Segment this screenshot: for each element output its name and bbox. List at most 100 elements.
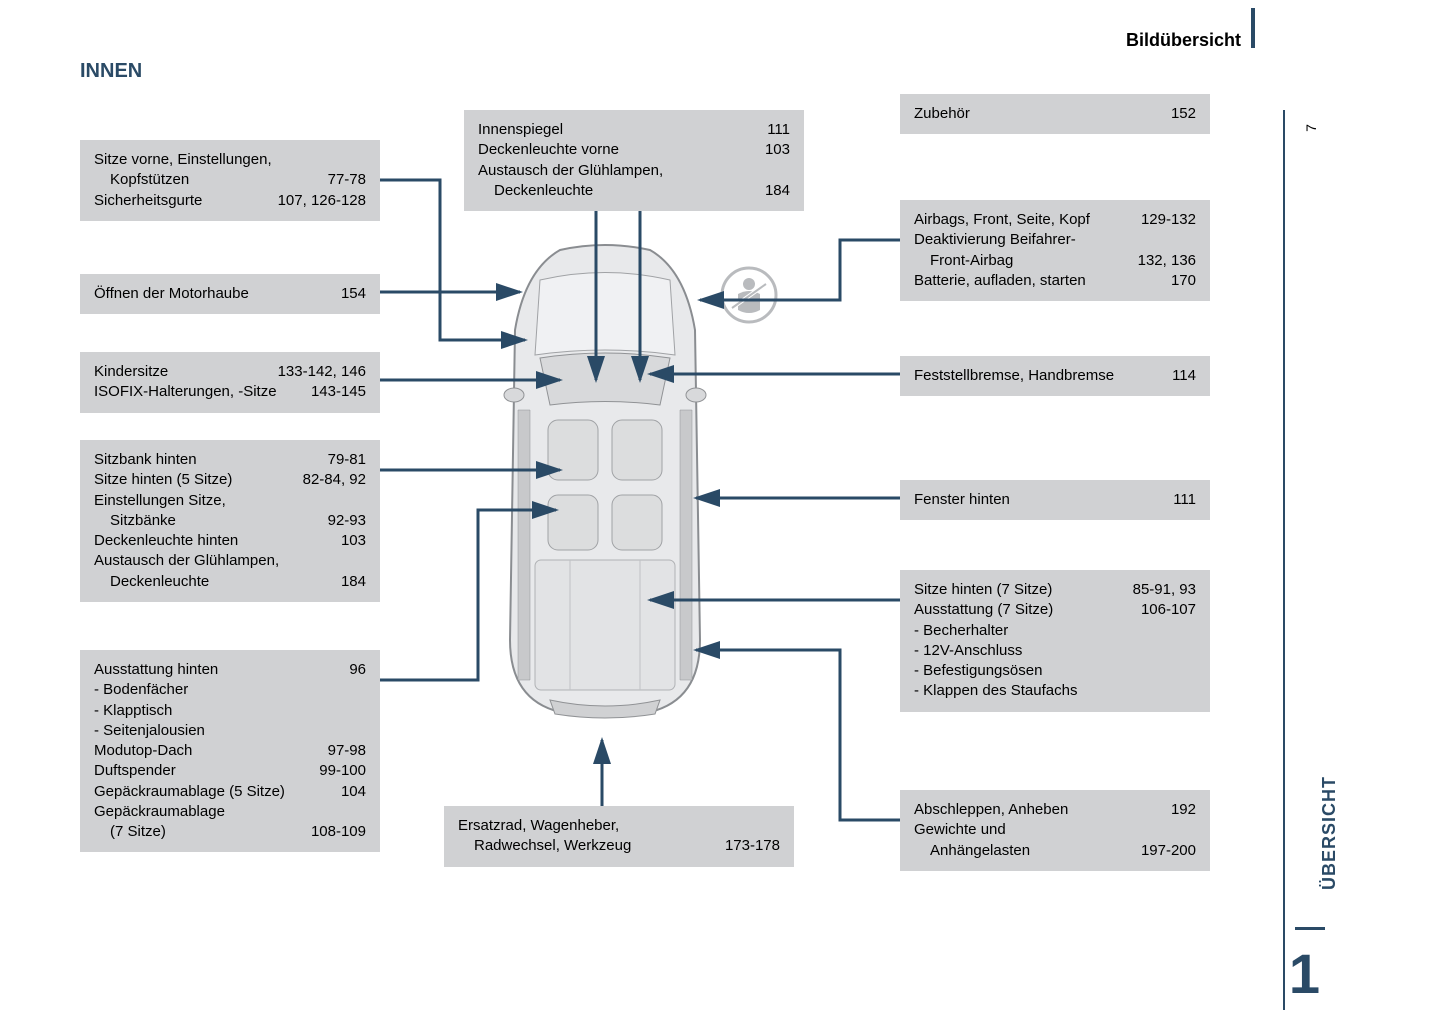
callout-pages: 143-145 xyxy=(299,382,366,402)
callout-label: - Klapptisch xyxy=(94,701,366,721)
callout-label: - Befestigungsösen xyxy=(914,661,1196,681)
callout-row: Deckenleuchte hinten103 xyxy=(94,531,366,551)
callout-row: Ausstattung hinten96 xyxy=(94,660,366,680)
callout-row: Sitzbank hinten79-81 xyxy=(94,450,366,470)
callout-label: Ausstattung hinten xyxy=(94,660,337,680)
callout-row: Deaktivierung Beifahrer- xyxy=(914,230,1196,250)
callout-label: Kindersitze xyxy=(94,362,266,382)
callout-pages: 152 xyxy=(1159,104,1196,124)
callout-row: Sitze hinten (5 Sitze)82-84, 92 xyxy=(94,470,366,490)
callout-row: Gepäckraumablage (5 Sitze)104 xyxy=(94,782,366,802)
callout-pages: 97-98 xyxy=(316,741,366,761)
callout-row: Radwechsel, Werkzeug173-178 xyxy=(458,836,780,856)
callout-pages: 170 xyxy=(1159,271,1196,291)
callout-row: Gepäckraumablage xyxy=(94,802,366,822)
callout-label: Fenster hinten xyxy=(914,490,1161,510)
callout-label: Sitzbänke xyxy=(94,511,316,531)
callout-row: Austausch der Glühlampen, xyxy=(94,551,366,571)
callout-pages: 132, 136 xyxy=(1126,251,1196,271)
callout-box-left5: Ausstattung hinten96- Bodenfächer- Klapp… xyxy=(80,650,380,852)
callout-row: Zubehör152 xyxy=(914,104,1196,124)
callout-label: - Bodenfächer xyxy=(94,680,366,700)
callout-box-left4: Sitzbank hinten79-81Sitze hinten (5 Sitz… xyxy=(80,440,380,602)
callout-pages: 103 xyxy=(753,140,790,160)
callout-pages: 111 xyxy=(755,120,790,140)
section-divider xyxy=(1295,927,1325,930)
callout-pages: 92-93 xyxy=(316,511,366,531)
callout-label: Gewichte und xyxy=(914,820,1196,840)
callout-label: Innenspiegel xyxy=(478,120,755,140)
callout-pages: 114 xyxy=(1160,366,1196,386)
callout-label: - Seitenjalousien xyxy=(94,721,366,741)
callout-label: Deckenleuchte vorne xyxy=(478,140,753,160)
callout-label: Einstellungen Sitze, xyxy=(94,491,366,511)
callout-label: - Becherhalter xyxy=(914,621,1196,641)
callout-row: Ausstattung (7 Sitze)106-107 xyxy=(914,600,1196,620)
car-illustration xyxy=(500,240,710,720)
callout-box-left2: Öffnen der Motorhaube154 xyxy=(80,274,380,314)
callout-box-left3: Kindersitze133-142, 146ISOFIX-Halterunge… xyxy=(80,352,380,413)
callout-row: Ersatzrad, Wagenheber, xyxy=(458,816,780,836)
callout-label: Deckenleuchte hinten xyxy=(94,531,329,551)
callout-label: Sicherheitsgurte xyxy=(94,191,266,211)
callout-row: Fenster hinten111 xyxy=(914,490,1196,510)
callout-box-right6: Abschleppen, Anheben192Gewichte undAnhän… xyxy=(900,790,1210,871)
callout-pages: 173-178 xyxy=(713,836,780,856)
callout-box-top: Innenspiegel111Deckenleuchte vorne103Aus… xyxy=(464,110,804,211)
callout-pages: 184 xyxy=(753,181,790,201)
callout-label: Austausch der Glühlampen, xyxy=(94,551,366,571)
callout-pages: 104 xyxy=(329,782,366,802)
header-divider xyxy=(1251,8,1255,48)
callout-row: Modutop-Dach97-98 xyxy=(94,741,366,761)
callout-row: Deckenleuchte184 xyxy=(94,572,366,592)
callout-row: Sitze hinten (7 Sitze)85-91, 93 xyxy=(914,580,1196,600)
callout-box-right1: Zubehör152 xyxy=(900,94,1210,134)
callout-row: - Befestigungsösen xyxy=(914,661,1196,681)
callout-row: Öffnen der Motorhaube154 xyxy=(94,284,366,304)
callout-row: Abschleppen, Anheben192 xyxy=(914,800,1196,820)
callout-row: - Seitenjalousien xyxy=(94,721,366,741)
callout-label: Ausstattung (7 Sitze) xyxy=(914,600,1129,620)
callout-row: Kopfstützen77-78 xyxy=(94,170,366,190)
callout-pages: 103 xyxy=(329,531,366,551)
callout-label: Ersatzrad, Wagenheber, xyxy=(458,816,780,836)
callout-pages: 133-142, 146 xyxy=(266,362,366,382)
callout-pages: 96 xyxy=(337,660,366,680)
callout-row: Duftspender99-100 xyxy=(94,761,366,781)
callout-row: Deckenleuchte184 xyxy=(478,181,790,201)
callout-pages: 192 xyxy=(1159,800,1196,820)
callout-row: Einstellungen Sitze, xyxy=(94,491,366,511)
callout-label: Deckenleuchte xyxy=(478,181,753,201)
callout-label: Anhängelasten xyxy=(914,841,1129,861)
callout-row: Sitze vorne, Einstellungen, xyxy=(94,150,366,170)
page-title: INNEN xyxy=(80,60,142,83)
header-title: Bildübersicht xyxy=(1126,30,1241,51)
callout-pages: 184 xyxy=(329,572,366,592)
callout-label: Feststellbremse, Handbremse xyxy=(914,366,1160,386)
callout-label: - 12V-Anschluss xyxy=(914,641,1196,661)
callout-label: Abschleppen, Anheben xyxy=(914,800,1159,820)
callout-label: Radwechsel, Werkzeug xyxy=(458,836,713,856)
callout-row: ISOFIX-Halterungen, -Sitze143-145 xyxy=(94,382,366,402)
callout-row: Innenspiegel111 xyxy=(478,120,790,140)
callout-label: Front-Airbag xyxy=(914,251,1126,271)
callout-pages: 106-107 xyxy=(1129,600,1196,620)
callout-row: Kindersitze133-142, 146 xyxy=(94,362,366,382)
callout-label: Gepäckraumablage (5 Sitze) xyxy=(94,782,329,802)
callout-pages: 154 xyxy=(329,284,366,304)
seatbelt-icon xyxy=(720,266,778,324)
callout-label: Austausch der Glühlampen, xyxy=(478,161,790,181)
callout-label: Duftspender xyxy=(94,761,307,781)
callout-label: ISOFIX-Halterungen, -Sitze xyxy=(94,382,299,402)
callout-box-bottom: Ersatzrad, Wagenheber,Radwechsel, Werkze… xyxy=(444,806,794,867)
callout-pages: 129-132 xyxy=(1129,210,1196,230)
callout-label: - Klappen des Staufachs xyxy=(914,681,1196,701)
callout-row: Feststellbremse, Handbremse114 xyxy=(914,366,1196,386)
callout-row: Gewichte und xyxy=(914,820,1196,840)
callout-label: Sitze hinten (5 Sitze) xyxy=(94,470,291,490)
callout-row: - Klapptisch xyxy=(94,701,366,721)
callout-row: - 12V-Anschluss xyxy=(914,641,1196,661)
callout-label: Zubehör xyxy=(914,104,1159,124)
callout-pages: 107, 126-128 xyxy=(266,191,366,211)
callout-row: - Becherhalter xyxy=(914,621,1196,641)
